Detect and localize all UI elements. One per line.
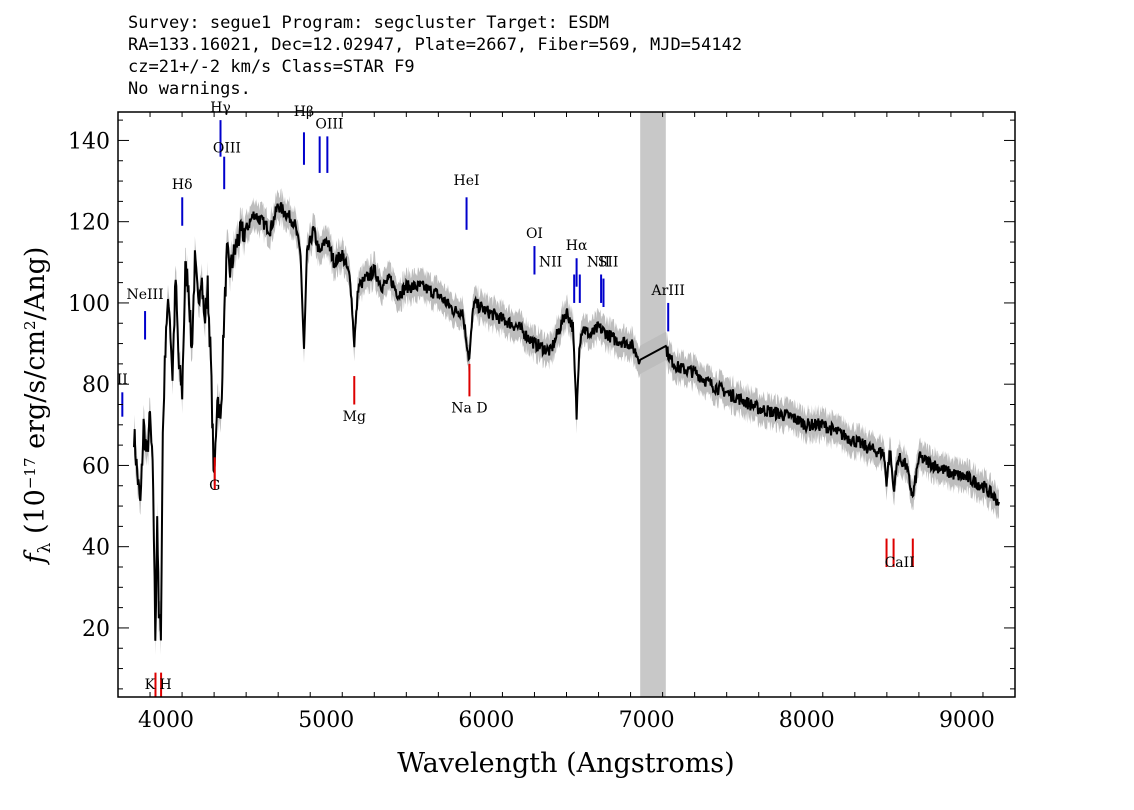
- header-coordinates-line: RA=133.16021, Dec=12.02947, Plate=2667, …: [128, 35, 743, 55]
- x-axis-label: Wavelength (Angstroms): [397, 748, 734, 779]
- header-survey-line: Survey: segue1 Program: segcluster Targe…: [128, 13, 610, 33]
- line-label: Mg: [343, 409, 366, 425]
- header-warnings-line: No warnings.: [128, 79, 251, 99]
- x-tick-label: 7000: [619, 708, 675, 733]
- y-tick-label: 40: [82, 536, 110, 561]
- y-tick-label: 100: [68, 292, 110, 317]
- line-label: K H: [145, 677, 172, 693]
- line-label: Hγ: [210, 100, 231, 116]
- y-axis-label: fλ (10−17 erg/s/cm2/Ang): [20, 247, 55, 566]
- spectrum-line: [133, 201, 1000, 641]
- y-tick-label: 60: [82, 454, 110, 479]
- y-tick-label: 140: [68, 129, 110, 154]
- masked-region: [640, 112, 666, 697]
- x-tick-label: 8000: [779, 708, 835, 733]
- line-label: HeI: [454, 173, 480, 189]
- line-label: NII: [587, 254, 610, 270]
- y-tick-label: 20: [82, 617, 110, 642]
- error-band: [134, 188, 999, 656]
- line-label: NII: [539, 254, 562, 270]
- plot-frame: [117, 111, 1016, 698]
- x-tick-label: 4000: [138, 708, 194, 733]
- line-label: OIII: [315, 116, 343, 132]
- line-label: ArIII: [651, 283, 685, 299]
- line-label: SII: [598, 254, 619, 270]
- line-label: Na D: [451, 401, 487, 417]
- x-tick-label: 9000: [939, 708, 995, 733]
- line-label: NeIII: [126, 287, 163, 303]
- x-tick-label: 5000: [298, 708, 354, 733]
- line-label: CaII: [885, 555, 915, 571]
- line-label: OI: [526, 226, 543, 242]
- header-redshift-line: cz=21+/-2 km/s Class=STAR F9: [128, 57, 415, 77]
- x-tick-label: 6000: [458, 708, 514, 733]
- y-tick-label: 120: [68, 211, 110, 236]
- line-label: OIII: [213, 141, 241, 157]
- y-tick-label: 80: [82, 373, 110, 398]
- line-label: Hα: [566, 238, 588, 254]
- line-label: II: [117, 372, 128, 388]
- spectrum-header: Survey: segue1 Program: segcluster Targe…: [128, 12, 742, 100]
- line-label: G: [209, 478, 220, 494]
- line-label: Hδ: [172, 177, 193, 193]
